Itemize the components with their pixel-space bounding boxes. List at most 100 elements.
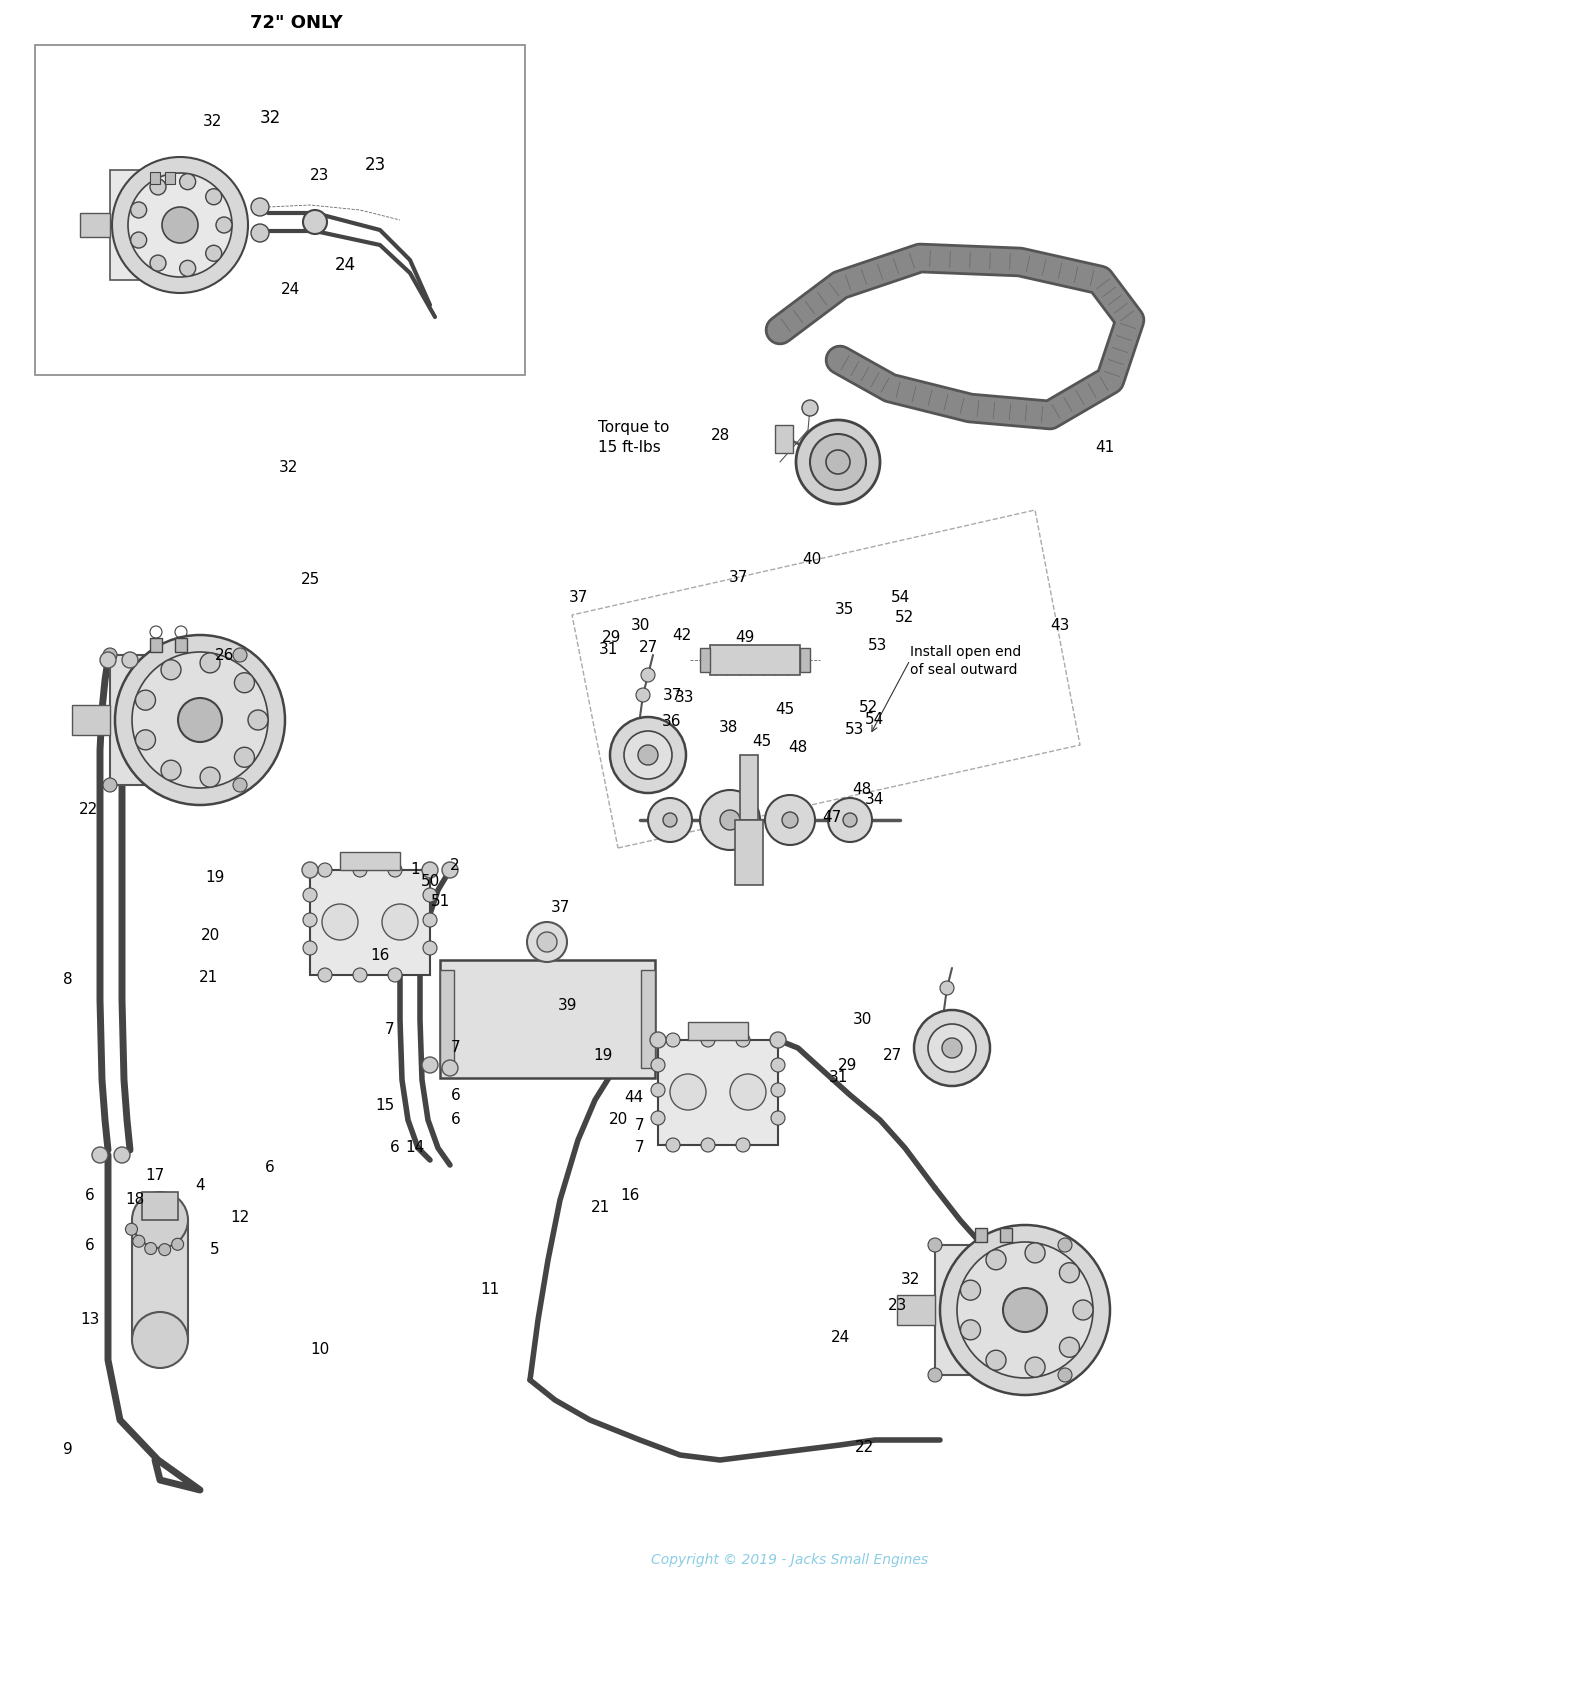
- Bar: [81, 213, 111, 237]
- Text: 37: 37: [569, 591, 588, 605]
- Circle shape: [1025, 1242, 1044, 1263]
- Circle shape: [940, 982, 954, 995]
- Bar: [35, 44, 525, 375]
- Text: 51: 51: [430, 895, 450, 910]
- Circle shape: [303, 913, 318, 927]
- Circle shape: [205, 245, 221, 261]
- Circle shape: [423, 888, 438, 901]
- Circle shape: [128, 174, 232, 278]
- Circle shape: [133, 653, 269, 787]
- Circle shape: [651, 1058, 665, 1072]
- Circle shape: [389, 968, 401, 982]
- Circle shape: [986, 1249, 1006, 1269]
- Text: 30: 30: [853, 1012, 872, 1028]
- Text: 6: 6: [85, 1188, 95, 1203]
- Circle shape: [769, 1033, 785, 1048]
- Circle shape: [702, 1138, 716, 1152]
- Text: 21: 21: [591, 1201, 610, 1215]
- Circle shape: [103, 648, 117, 661]
- Text: Copyright © 2019 - Jacks Small Engines: Copyright © 2019 - Jacks Small Engines: [651, 1552, 929, 1568]
- Circle shape: [1003, 1288, 1048, 1333]
- Circle shape: [624, 731, 672, 779]
- Circle shape: [641, 668, 656, 682]
- Circle shape: [1060, 1338, 1079, 1358]
- Text: 23: 23: [888, 1297, 907, 1312]
- Bar: [133, 1220, 188, 1339]
- Text: 42: 42: [673, 627, 692, 642]
- Text: 24: 24: [831, 1331, 850, 1346]
- Text: 29: 29: [839, 1058, 858, 1072]
- Circle shape: [251, 223, 269, 242]
- Text: 20: 20: [608, 1113, 627, 1128]
- Circle shape: [771, 1058, 785, 1072]
- Circle shape: [736, 1138, 750, 1152]
- Text: 52: 52: [858, 700, 877, 716]
- Circle shape: [216, 216, 232, 233]
- Bar: [150, 172, 160, 184]
- Circle shape: [205, 189, 221, 204]
- Circle shape: [803, 400, 818, 416]
- Text: 22: 22: [855, 1440, 875, 1455]
- Circle shape: [352, 862, 367, 878]
- Text: 14: 14: [406, 1140, 425, 1155]
- Text: 7: 7: [635, 1140, 645, 1155]
- Circle shape: [649, 1033, 667, 1048]
- Circle shape: [122, 653, 137, 668]
- Circle shape: [201, 767, 220, 787]
- Circle shape: [637, 688, 649, 702]
- Bar: [700, 648, 709, 671]
- Text: 41: 41: [1095, 441, 1114, 455]
- Text: 7: 7: [386, 1022, 395, 1038]
- Text: 16: 16: [370, 947, 390, 963]
- Circle shape: [927, 1368, 942, 1382]
- Bar: [73, 705, 111, 734]
- Circle shape: [303, 210, 327, 233]
- Circle shape: [133, 1193, 188, 1247]
- Bar: [340, 852, 400, 871]
- Circle shape: [942, 1038, 962, 1058]
- Text: 19: 19: [205, 871, 224, 886]
- Bar: [739, 755, 758, 820]
- Text: 6: 6: [390, 1140, 400, 1155]
- Circle shape: [100, 653, 115, 668]
- Circle shape: [667, 1138, 679, 1152]
- Text: 23: 23: [310, 167, 330, 182]
- Text: 45: 45: [752, 734, 771, 750]
- Circle shape: [702, 1033, 716, 1046]
- Circle shape: [664, 813, 676, 826]
- Circle shape: [782, 813, 798, 828]
- Circle shape: [730, 1074, 766, 1109]
- Text: 24: 24: [280, 283, 300, 298]
- Text: 53: 53: [845, 722, 864, 738]
- Bar: [687, 1022, 747, 1039]
- Circle shape: [667, 1033, 679, 1046]
- Bar: [111, 654, 240, 786]
- Text: Torque to
15 ft-lbs: Torque to 15 ft-lbs: [597, 419, 670, 455]
- Bar: [150, 637, 163, 653]
- Text: 39: 39: [558, 997, 578, 1012]
- Circle shape: [131, 203, 147, 218]
- Circle shape: [303, 888, 318, 901]
- Bar: [175, 637, 186, 653]
- Circle shape: [232, 648, 246, 661]
- Circle shape: [115, 636, 284, 804]
- Text: 7: 7: [635, 1118, 645, 1133]
- Bar: [111, 170, 220, 279]
- Circle shape: [1073, 1300, 1093, 1321]
- Circle shape: [422, 1056, 438, 1074]
- Circle shape: [442, 862, 458, 878]
- Circle shape: [736, 1033, 750, 1046]
- Circle shape: [828, 797, 872, 842]
- Text: 48: 48: [852, 782, 872, 797]
- Circle shape: [318, 862, 332, 878]
- Text: 46: 46: [828, 460, 848, 475]
- Text: 27: 27: [882, 1048, 902, 1063]
- Text: 34: 34: [866, 792, 885, 808]
- Text: 32: 32: [278, 460, 297, 475]
- Circle shape: [161, 659, 182, 680]
- Circle shape: [112, 157, 248, 293]
- Bar: [439, 959, 656, 1079]
- Text: 6: 6: [452, 1087, 461, 1102]
- Circle shape: [957, 1242, 1093, 1379]
- Text: 27: 27: [638, 641, 657, 656]
